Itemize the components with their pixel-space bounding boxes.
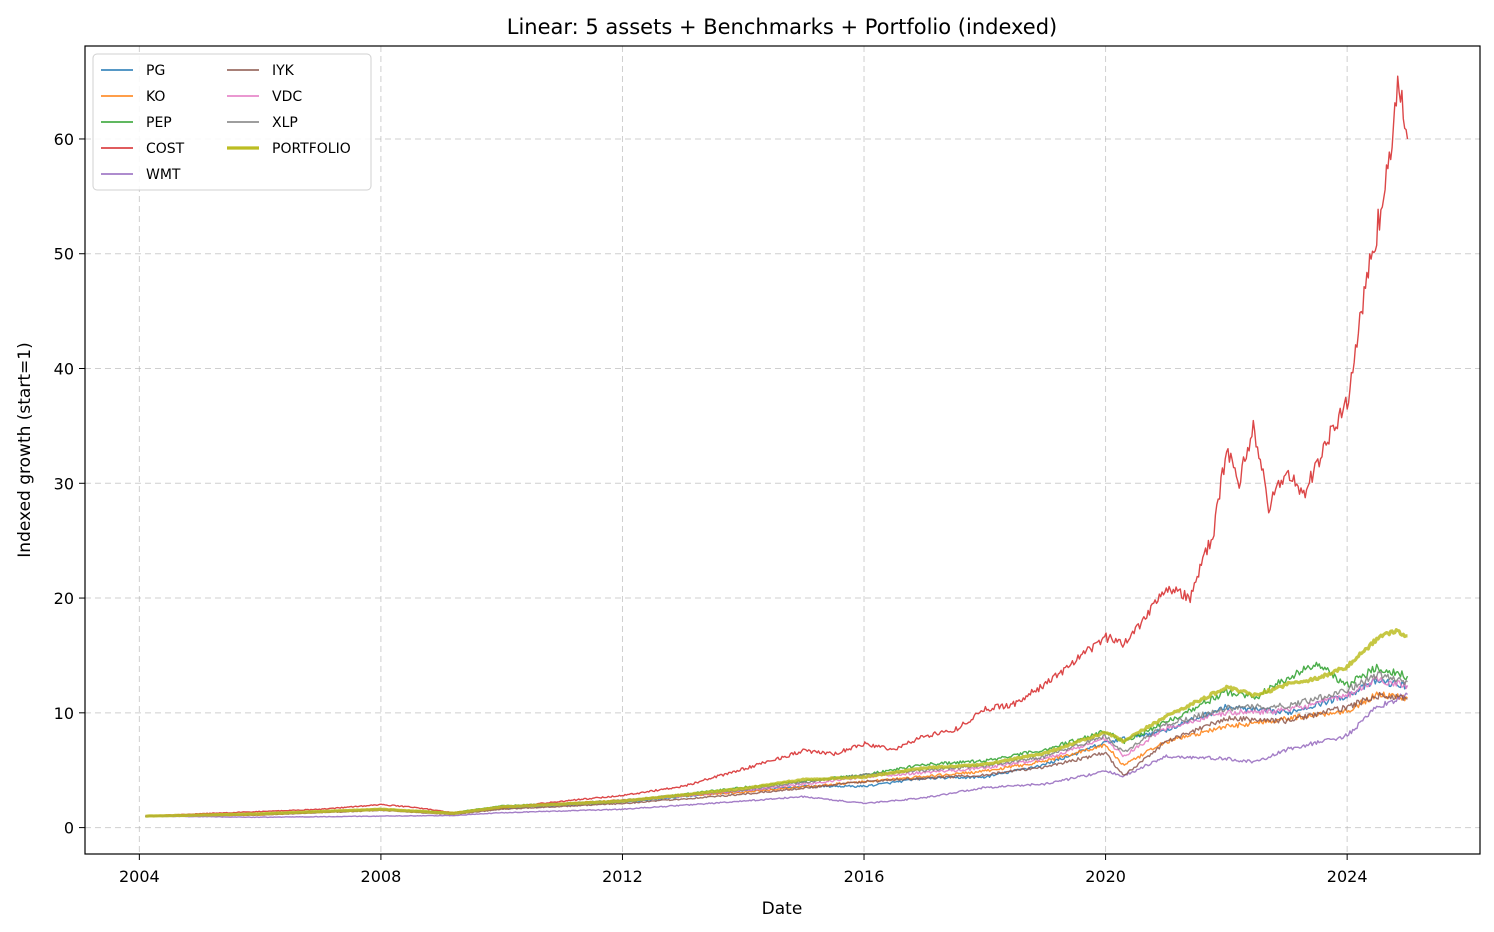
legend-label-cost: COST — [146, 141, 185, 157]
series-line-cost — [145, 75, 1409, 817]
x-axis-label: Date — [762, 899, 803, 919]
y-tick-label: 40 — [54, 360, 74, 379]
legend-label-xlp: XLP — [272, 115, 298, 131]
legend-label-ko: KO — [146, 89, 165, 105]
y-tick-label: 50 — [54, 245, 74, 264]
series-layer — [145, 75, 1409, 819]
y-axis-label: Indexed growth (start=1) — [15, 342, 35, 557]
x-tick-label: 2024 — [1327, 867, 1368, 886]
series-line-portfolio — [145, 628, 1408, 818]
x-tick-label: 2012 — [602, 867, 643, 886]
legend-label-iyk: IYK — [272, 63, 295, 79]
ticks-layer: 2004 2008 2012 2016 2020 2024 0 10 20 30 40 50 60 — [54, 130, 1368, 886]
legend-label-vdc: VDC — [272, 89, 302, 105]
x-tick-label: 2020 — [1085, 867, 1126, 886]
y-tick-label: 10 — [54, 704, 74, 723]
series-line-wmt — [145, 692, 1408, 819]
legend-label-pg: PG — [146, 63, 165, 79]
x-tick-label: 2016 — [844, 867, 885, 886]
y-tick-label: 30 — [54, 474, 74, 493]
y-tick-label: 60 — [54, 130, 74, 149]
y-tick-label: 0 — [64, 819, 74, 838]
legend-label-portfolio: PORTFOLIO — [272, 141, 351, 157]
chart-title: Linear: 5 assets + Benchmarks + Portfoli… — [507, 15, 1057, 39]
x-tick-label: 2008 — [361, 867, 402, 886]
legend: PG KO PEP COST WMT IYK VDC XLP PORTFOLIO — [92, 53, 372, 191]
legend-label-wmt: WMT — [146, 167, 181, 183]
x-tick-label: 2004 — [119, 867, 160, 886]
legend-label-pep: PEP — [146, 115, 172, 131]
plot-area-frame — [84, 45, 1481, 855]
y-tick-label: 20 — [54, 589, 74, 608]
